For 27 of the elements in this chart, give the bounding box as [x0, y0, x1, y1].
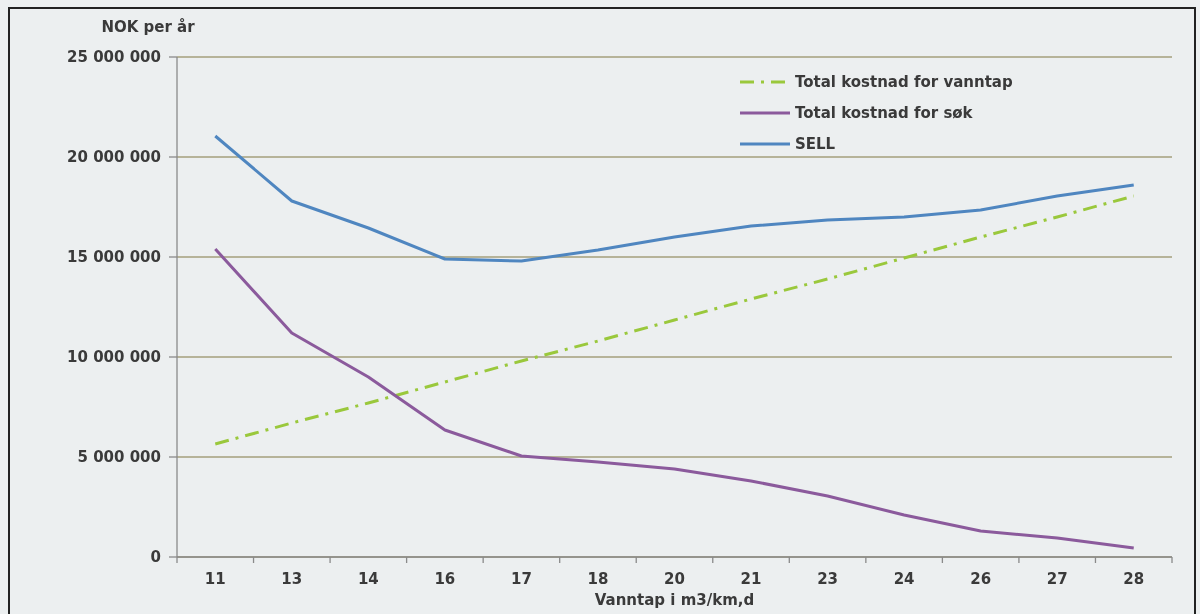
- x-tick-label: 11: [204, 570, 226, 588]
- line-series: [213, 134, 1136, 263]
- x-tick-label: 21: [740, 570, 762, 588]
- line-series: [213, 194, 1136, 446]
- x-tick-label: 16: [434, 570, 456, 588]
- x-tick-label: 28: [1123, 570, 1145, 588]
- x-tick-label: 26: [970, 570, 992, 588]
- y-axis-title: NOK per år: [101, 18, 196, 36]
- legend-label: SELL: [795, 135, 836, 154]
- legend-label: Total kostnad for søk: [795, 104, 974, 123]
- x-tick-label: 14: [357, 570, 379, 588]
- line-series: [213, 247, 1136, 550]
- x-tick-label: 18: [587, 570, 609, 588]
- x-tick-label: 20: [664, 570, 685, 588]
- y-tick-label: 20 000 000: [67, 148, 161, 167]
- y-tick-label: 15 000 000: [67, 248, 161, 267]
- y-tick-label: 25 000 000: [67, 48, 161, 67]
- y-tick-label: 10 000 000: [67, 348, 161, 367]
- x-tick-label: 17: [510, 570, 532, 588]
- x-tick-label: 13: [281, 570, 303, 588]
- x-axis-title: Vanntap i m3/km,d: [594, 591, 755, 609]
- legend-label: Total kostnad for vanntap: [795, 73, 1013, 92]
- y-tick-label: 5 000 000: [77, 448, 161, 467]
- x-tick-label: 23: [817, 570, 839, 588]
- y-tick-label: 0: [150, 548, 161, 567]
- x-tick-label: 27: [1046, 570, 1068, 588]
- x-tick-label: 24: [893, 570, 915, 588]
